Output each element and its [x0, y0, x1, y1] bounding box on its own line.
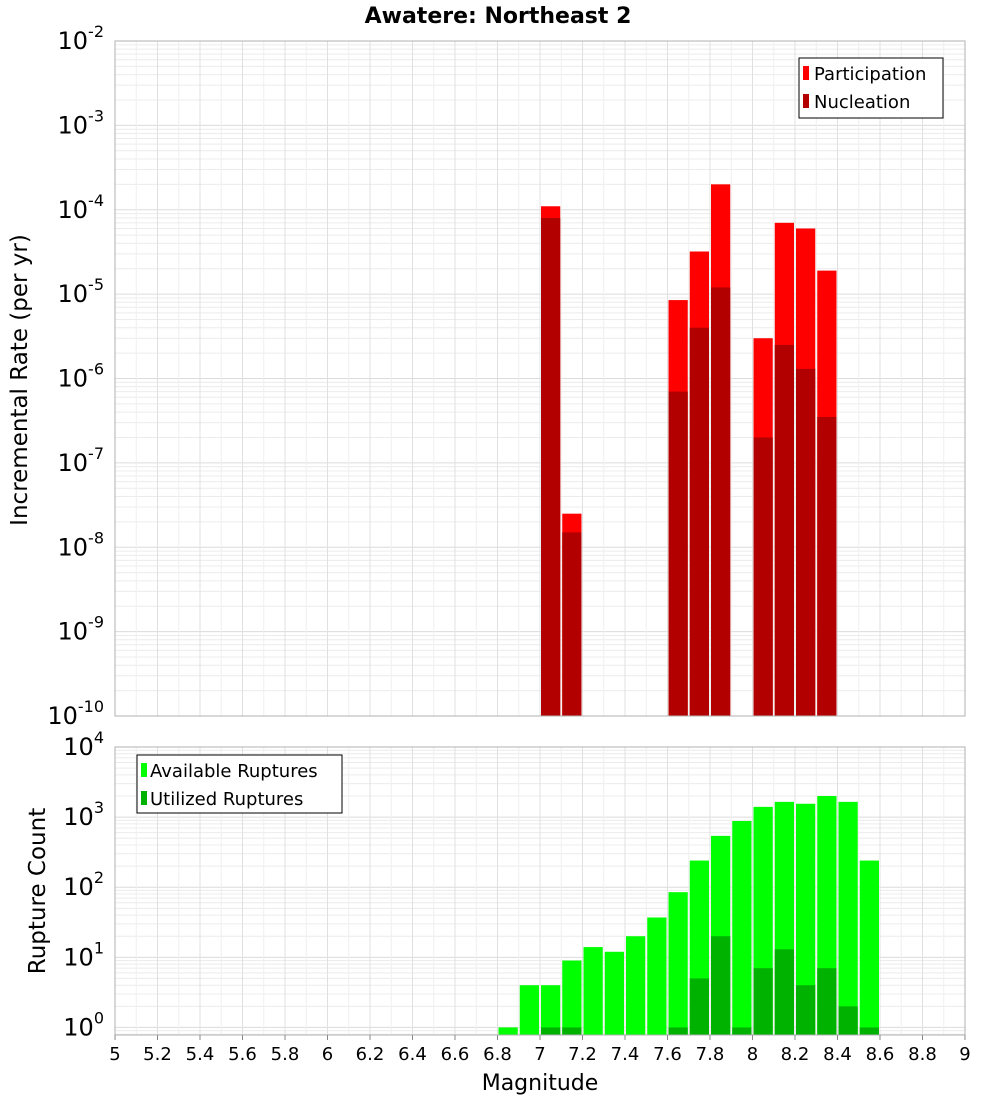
top-y-tick-label: 10-10: [47, 697, 104, 730]
bottom-bar-utilized-ruptures: [732, 1027, 752, 1035]
x-tick-label: 6.8: [483, 1044, 512, 1065]
top-y-axis-label: Incremental Rate (per yr): [7, 234, 33, 526]
top-y-tick-label: 10-2: [58, 22, 105, 55]
x-tick-label: 5.2: [143, 1044, 172, 1065]
top-bar-nucleation: [796, 368, 816, 716]
legend-swatch-nucleation: [803, 94, 809, 108]
bottom-bar-utilized-ruptures: [668, 1027, 688, 1035]
bottom-bar-available-ruptures: [796, 803, 816, 1035]
x-tick-label: 7.4: [611, 1044, 640, 1065]
top-bar-nucleation: [753, 437, 773, 716]
bottom-y-axis-label: Rupture Count: [25, 808, 51, 974]
legend-label-participation: Participation: [814, 64, 926, 85]
top-grid: [114, 40, 966, 717]
x-tick-label: 5.8: [271, 1044, 300, 1065]
bottom-y-tick-label: 100: [63, 1008, 104, 1041]
x-tick-label: 7: [534, 1044, 545, 1065]
legend-label-nucleation: Nucleation: [814, 92, 910, 113]
x-tick-label: 7.2: [568, 1044, 597, 1065]
bottom-bars: [498, 796, 879, 1035]
bottom-bar-utilized-ruptures: [838, 1006, 858, 1035]
x-tick-label: 6.2: [356, 1044, 385, 1065]
top-bar-nucleation: [689, 327, 709, 716]
bottom-bar-available-ruptures: [562, 960, 582, 1035]
bottom-y-tick-label: 101: [63, 938, 104, 971]
bottom-bar-utilized-ruptures: [859, 1027, 879, 1035]
top-bar-nucleation: [774, 344, 794, 716]
bottom-bar-utilized-ruptures: [817, 968, 837, 1035]
bottom-y-tick-label: 102: [63, 868, 104, 901]
top-plot-frame: [114, 40, 966, 717]
x-tick-label: 8.4: [823, 1044, 852, 1065]
x-tick-label: 6.6: [441, 1044, 470, 1065]
x-axis-ticks: 5 5.2 5.4 5.6 5.8 6 6.2 6.4 6.6 6.8 7 7.2 7.4 7.6 7.8 8…: [109, 1035, 971, 1065]
x-tick-label: 7.8: [696, 1044, 725, 1065]
top-bar-nucleation: [668, 391, 688, 716]
top-y-axis-ticks: 10-10 10-9 10-8 10-7 10-6 10-5 10-4 10-3 10-2: [47, 22, 104, 730]
x-tick-label: 9: [959, 1044, 970, 1065]
top-legend: Participation Nucleation: [798, 57, 944, 119]
x-tick-label: 8.2: [781, 1044, 810, 1065]
top-bar-nucleation: [711, 287, 731, 716]
x-tick-label: 7.6: [653, 1044, 682, 1065]
x-tick-label: 5.4: [186, 1044, 215, 1065]
bottom-bar-available-ruptures: [647, 917, 667, 1035]
bottom-bar-utilized-ruptures: [774, 949, 794, 1035]
legend-swatch-available: [141, 763, 147, 777]
x-tick-label: 8.6: [866, 1044, 895, 1065]
top-y-tick-label: 10-3: [58, 106, 105, 139]
top-y-tick-label: 10-7: [58, 444, 105, 477]
bottom-legend-box: [136, 754, 343, 814]
bottom-y-tick-label: 103: [63, 798, 104, 831]
top-bar-nucleation: [541, 217, 561, 716]
x-tick-label: 5.6: [228, 1044, 257, 1065]
bottom-bar-available-ruptures: [604, 951, 624, 1035]
chart-title: Awatere: Northeast 2: [365, 4, 632, 29]
x-tick-label: 5: [109, 1044, 120, 1065]
bottom-panel: 100 101 102 103 104 5 5.2 5.4 5.6 5.8 6 6.2 6.4 6.6 6…: [25, 728, 971, 1096]
bottom-bar-utilized-ruptures: [711, 936, 731, 1035]
x-tick-label: 8: [747, 1044, 758, 1065]
bottom-legend: Available Ruptures Utilized Ruptures: [136, 754, 343, 814]
bottom-bar-available-ruptures: [859, 860, 879, 1035]
bottom-bar-utilized-ruptures: [753, 968, 773, 1035]
bottom-bar-utilized-ruptures: [562, 1027, 582, 1035]
x-tick-label: 6.4: [398, 1044, 427, 1065]
bottom-y-axis-ticks: 100 101 102 103 104: [63, 728, 104, 1041]
top-y-tick-label: 10-4: [58, 191, 105, 224]
top-y-tick-label: 10-5: [58, 275, 105, 308]
bottom-bar-available-ruptures: [519, 985, 539, 1035]
top-bar-nucleation: [562, 532, 582, 716]
legend-label-utilized: Utilized Ruptures: [150, 789, 303, 810]
bottom-bar-utilized-ruptures: [541, 1027, 561, 1035]
bottom-bar-available-ruptures: [668, 892, 688, 1035]
bottom-bar-available-ruptures: [498, 1027, 518, 1035]
x-tick-label: 6: [322, 1044, 333, 1065]
x-tick-label: 8.8: [908, 1044, 937, 1065]
bottom-bar-available-ruptures: [583, 947, 603, 1035]
bottom-y-tick-label: 104: [63, 728, 104, 761]
bottom-bar-utilized-ruptures: [689, 978, 709, 1035]
legend-swatch-participation: [803, 66, 809, 80]
top-bars: [541, 184, 837, 717]
top-panel: 10-10 10-9 10-8 10-7 10-6 10-5 10-4 10-3 10-2 In…: [7, 22, 966, 730]
legend-label-available: Available Ruptures: [150, 761, 318, 782]
bottom-bar-available-ruptures: [541, 985, 561, 1035]
top-y-tick-label: 10-8: [58, 528, 105, 561]
top-legend-box: [798, 57, 944, 119]
bottom-bar-available-ruptures: [838, 801, 858, 1035]
x-axis-label: Magnitude: [482, 1071, 599, 1096]
legend-swatch-utilized: [141, 791, 147, 805]
top-bar-nucleation: [817, 416, 837, 716]
top-y-tick-label: 10-9: [58, 613, 105, 646]
bottom-bar-utilized-ruptures: [796, 985, 816, 1035]
top-y-tick-label: 10-6: [58, 360, 105, 393]
bottom-bar-available-ruptures: [732, 821, 752, 1035]
bottom-bar-available-ruptures: [626, 936, 646, 1035]
